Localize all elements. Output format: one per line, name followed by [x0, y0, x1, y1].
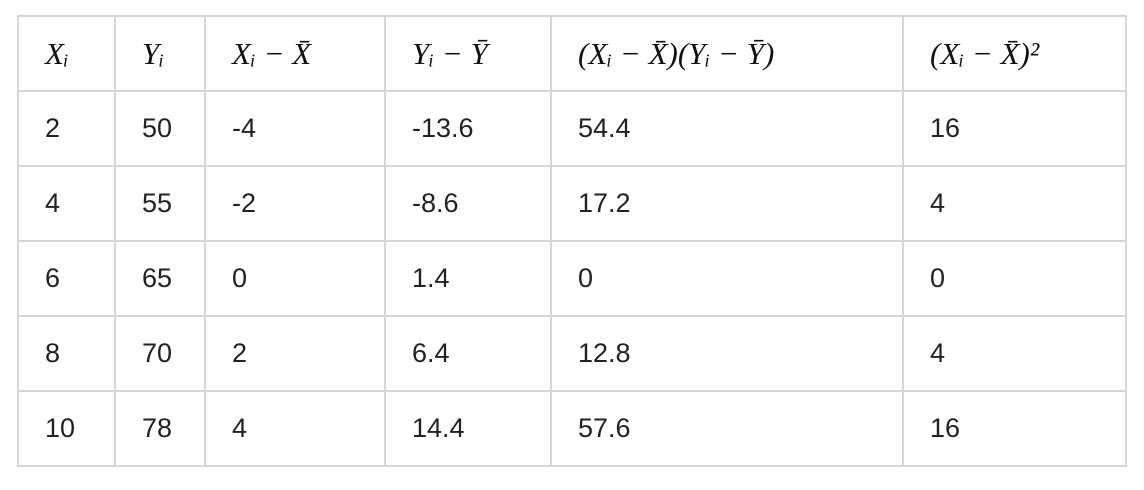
- table-row: 4 55 -2 -8.6 17.2 4: [17, 165, 1127, 242]
- table-cell: 54.4: [550, 90, 904, 167]
- table-cell: 4: [204, 390, 386, 467]
- table-cell: 4: [17, 165, 116, 242]
- header-cell: (Xᵢ − X̄)²: [902, 15, 1127, 92]
- table-cell: -2: [204, 165, 386, 242]
- table-cell: 50: [114, 90, 206, 167]
- table-cell: -13.6: [384, 90, 552, 167]
- header-cell: (Xᵢ − X̄)(Yᵢ − Ȳ): [550, 15, 904, 92]
- table-cell: 78: [114, 390, 206, 467]
- table-cell: -4: [204, 90, 386, 167]
- header-cell: Xᵢ − X̄: [204, 15, 386, 92]
- table-cell: 16: [902, 90, 1127, 167]
- table-body: 2 50 -4 -13.6 54.4 16 4 55 -2 -8.6 17.2 4 6 65 0 1.4 0 0 8…: [17, 90, 1127, 467]
- table-cell: 55: [114, 165, 206, 242]
- table-row: 8 70 2 6.4 12.8 4: [17, 315, 1127, 392]
- table-cell: 17.2: [550, 165, 904, 242]
- header-row: Xᵢ Yᵢ Xᵢ − X̄ Yᵢ − Ȳ (Xᵢ − X̄)(Yᵢ − Ȳ) (Xᵢ − …: [17, 15, 1127, 92]
- table-row: 2 50 -4 -13.6 54.4 16: [17, 90, 1127, 167]
- table-cell: 0: [550, 240, 904, 317]
- table-cell: 4: [902, 315, 1127, 392]
- header-cell: Yᵢ − Ȳ: [384, 15, 552, 92]
- table-cell: 10: [17, 390, 116, 467]
- table-row: 6 65 0 1.4 0 0: [17, 240, 1127, 317]
- table-cell: 6: [17, 240, 116, 317]
- table-cell: 8: [17, 315, 116, 392]
- table-cell: 4: [902, 165, 1127, 242]
- data-table: Xᵢ Yᵢ Xᵢ − X̄ Yᵢ − Ȳ (Xᵢ − X̄)(Yᵢ − Ȳ) (Xᵢ − …: [17, 15, 1127, 467]
- table-cell: 1.4: [384, 240, 552, 317]
- table-cell: 65: [114, 240, 206, 317]
- table-cell: 70: [114, 315, 206, 392]
- table-cell: 12.8: [550, 315, 904, 392]
- header-cell: Yᵢ: [114, 15, 206, 92]
- table-cell: 6.4: [384, 315, 552, 392]
- table-header: Xᵢ Yᵢ Xᵢ − X̄ Yᵢ − Ȳ (Xᵢ − X̄)(Yᵢ − Ȳ) (Xᵢ − …: [17, 15, 1127, 92]
- table-cell: 0: [902, 240, 1127, 317]
- table-row: 10 78 4 14.4 57.6 16: [17, 390, 1127, 467]
- table-cell: 0: [204, 240, 386, 317]
- table-cell: 2: [17, 90, 116, 167]
- table-cell: 2: [204, 315, 386, 392]
- table-cell: 14.4: [384, 390, 552, 467]
- table-cell: -8.6: [384, 165, 552, 242]
- table-cell: 16: [902, 390, 1127, 467]
- header-cell: Xᵢ: [17, 15, 116, 92]
- table-cell: 57.6: [550, 390, 904, 467]
